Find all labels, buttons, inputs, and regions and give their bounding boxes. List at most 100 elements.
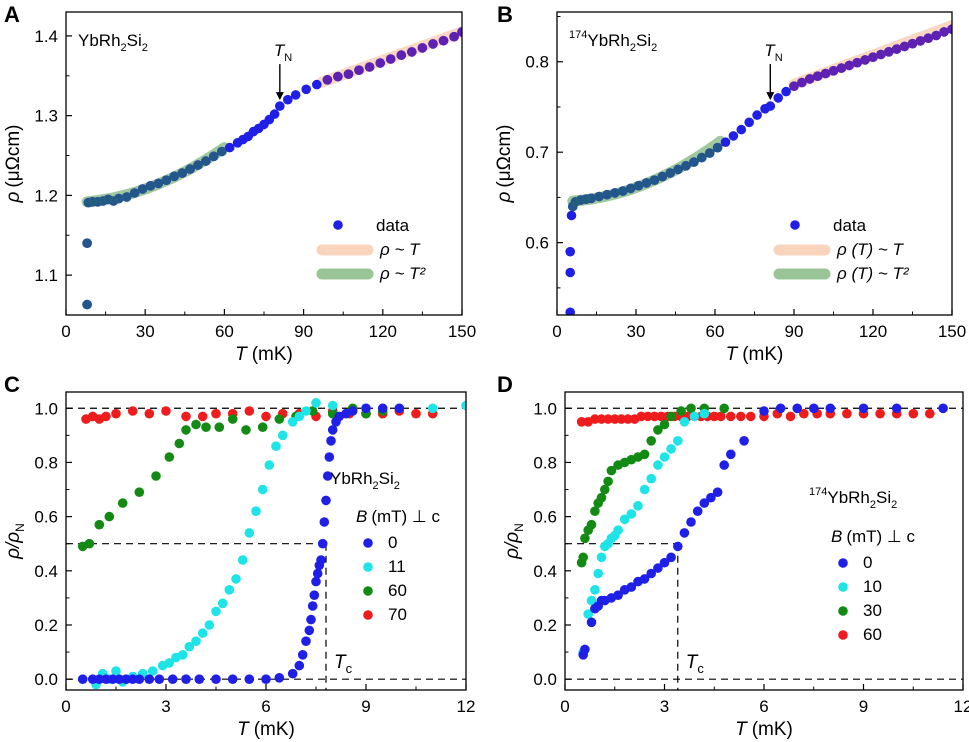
x-tick-label: 90 (785, 322, 804, 341)
panel-d: D0 3 6 9 120.00.20.40.60.81.0T (mK)ρ/ρN174YbR… (497, 372, 969, 740)
data-point (184, 641, 195, 652)
x-tick-label: 0 (552, 322, 561, 341)
data-point (653, 563, 663, 573)
sample-part: Si (636, 31, 651, 50)
overlap-points-1 (789, 24, 952, 91)
data-point (618, 186, 628, 196)
x-tick-label: 30 (627, 322, 646, 341)
data-point (686, 403, 696, 414)
data-point (765, 101, 776, 111)
x-tick-label: 150 (938, 322, 966, 341)
data-point (449, 31, 459, 42)
data-point (394, 403, 405, 414)
data-point (217, 598, 228, 609)
data-point (659, 452, 670, 462)
data-point (167, 674, 178, 684)
data-point (699, 408, 710, 419)
data-point (679, 417, 690, 427)
legend-marker (838, 630, 848, 640)
series-0 (77, 403, 405, 684)
data-point (600, 484, 610, 495)
data-point (134, 674, 145, 684)
data-point (785, 411, 796, 422)
data-point (623, 414, 633, 424)
data-point (326, 436, 336, 446)
y-tick-label: 0.6 (525, 234, 549, 253)
x-axis-label: T (mK) (726, 344, 784, 365)
y-axis-label: ρ/ρN (502, 523, 526, 560)
data-point (94, 674, 105, 684)
data-point (704, 148, 715, 158)
data-point (659, 557, 670, 568)
data-point (626, 582, 637, 592)
data-point (586, 193, 596, 204)
y-axis-label: ρ (μΩcm) (494, 124, 515, 203)
data-point (792, 403, 802, 414)
data-point (884, 47, 894, 57)
x-axis-symbol: T (726, 344, 739, 365)
data-point (712, 487, 723, 498)
data-point (639, 484, 650, 495)
data-point (427, 403, 438, 414)
sample-part: YbRh (587, 31, 630, 50)
data-point (625, 183, 636, 194)
y-tick-label: 1.1 (34, 266, 58, 285)
legend-marker (790, 220, 800, 230)
data-point (137, 184, 148, 194)
data-point (596, 552, 607, 563)
tc-label: Tc (686, 652, 705, 676)
data-point (197, 411, 208, 422)
data-point (602, 189, 612, 200)
x-tick-label: 9 (361, 697, 370, 716)
panel-letter: C (4, 372, 20, 397)
sample-subscript: 2 (870, 499, 876, 511)
sample-isotope: 174 (809, 486, 827, 498)
data-point (191, 419, 201, 430)
data-point (145, 181, 156, 191)
panel-letter: A (4, 2, 20, 27)
legend-label: ρ ~ T² (379, 264, 426, 283)
data-point (666, 552, 676, 563)
data-point (269, 109, 280, 119)
data-point (907, 38, 918, 49)
fit-band-2 (81, 142, 230, 208)
y-tick-label: 0.6 (34, 508, 58, 527)
legend-label: 70 (388, 605, 407, 624)
data-point (177, 168, 187, 178)
sample-part: YbRh (330, 469, 373, 488)
legend-marker (838, 558, 848, 568)
data-point (594, 191, 604, 202)
data-point (590, 414, 600, 424)
x-axis-unit: (mK) (752, 719, 793, 740)
data-point (868, 52, 878, 62)
data-point (720, 137, 731, 147)
data-point (181, 411, 191, 422)
data-point (309, 590, 320, 600)
sample-subscript: 2 (891, 499, 897, 511)
panel-letter: B (497, 2, 513, 27)
y-axis-symbol: ρ (494, 192, 515, 204)
x-tick-label: 0 (61, 697, 70, 716)
data-point (227, 414, 238, 424)
data-point (111, 408, 121, 419)
data-point (301, 406, 311, 416)
data-point (164, 452, 175, 462)
legend-label: 10 (863, 577, 882, 596)
data-point (317, 538, 328, 549)
data-point (193, 160, 203, 170)
data-point (121, 674, 131, 684)
data-point (679, 528, 690, 538)
data-point (665, 168, 675, 178)
data-point (673, 436, 683, 446)
data-point (565, 246, 575, 257)
data-point (127, 674, 138, 684)
data-point (939, 27, 949, 37)
axes-frame (65, 391, 467, 691)
data-point (744, 117, 754, 128)
y-tick-label: 1.0 (34, 399, 58, 418)
data-point (712, 142, 723, 153)
data-point (134, 487, 145, 498)
data-point (947, 24, 952, 34)
data-point (580, 644, 590, 655)
